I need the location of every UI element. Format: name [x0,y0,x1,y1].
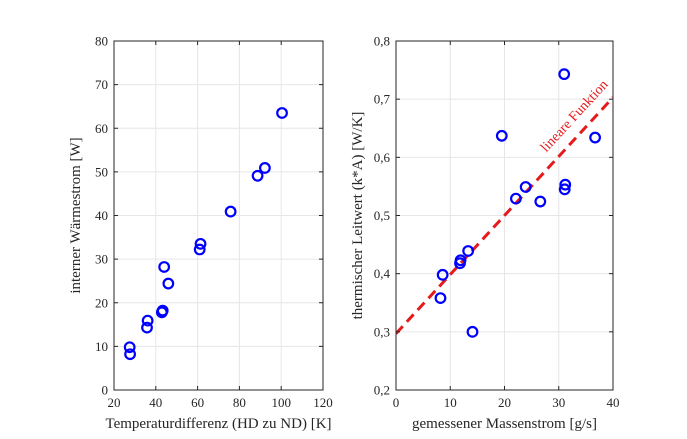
x-tick-label: 0 [393,395,400,410]
grid-left [114,41,323,390]
y-tick-label: 80 [95,34,108,49]
y-tick-label: 0,6 [374,150,391,165]
data-point [251,169,264,182]
y-axis-label-left: interner Wärmestrom [W] [68,137,84,293]
data-point [141,314,154,327]
data-point [124,348,136,361]
points-left [123,107,288,361]
data-point [462,245,475,257]
y-tick-label: 0,2 [374,383,390,398]
y-tick-label: 0,3 [374,324,390,339]
y-tick-label: 60 [95,121,108,136]
x-tick-label: 60 [191,395,204,410]
data-point [158,261,171,273]
ticks-left: 20 40 60 80 100 120 0 10 20 30 40 50 60 70 80 [95,34,333,411]
x-tick-label: 100 [271,395,291,410]
y-tick-label: 70 [95,77,108,92]
data-point [123,341,136,354]
x-tick-label: 120 [313,395,333,410]
x-tick-label: 10 [444,395,457,410]
chart-heat-flow: 20 40 60 80 100 120 0 10 20 30 40 50 60 70 80 Temperat… [68,34,333,433]
grid-right [396,41,613,390]
data-point [466,325,479,338]
data-point [193,243,206,256]
y-tick-label: 20 [95,295,108,310]
chart-conductance: 0 10 20 30 40 0,2 0,3 0,4 0,5 0,6 0,7 0,8 gemessene… [350,34,620,433]
data-point [434,292,447,304]
y-tick-label: 10 [95,339,108,354]
y-axis-label-right: thermischer Leitwert (k*A) [W/K] [350,112,366,320]
x-tick-label: 20 [498,395,511,410]
x-tick-label: 20 [108,395,121,410]
y-tick-label: 0,5 [374,208,390,223]
data-point [534,195,547,208]
trendline [396,96,613,335]
data-point [194,237,207,250]
data-point [224,205,237,218]
data-point [559,178,572,191]
data-point [495,129,508,142]
y-tick-label: 0,7 [374,92,391,107]
data-point [558,68,571,81]
y-tick-label: 0,4 [374,266,391,281]
data-point [141,321,153,334]
x-tick-label: 40 [149,395,162,410]
data-point [276,107,288,119]
y-tick-label: 0 [102,383,109,398]
trend-right [396,96,613,335]
data-point [436,268,449,281]
data-point [156,304,169,317]
y-tick-label: 30 [95,252,108,267]
y-tick-label: 50 [95,164,108,179]
data-point [509,192,522,205]
ticks-right: 0 10 20 30 40 0,2 0,3 0,4 0,5 0,6 0,7 0,8 [374,34,620,411]
data-point [162,277,175,290]
x-axis-label-left: Temperaturdifferenz (HD zu ND) [K] [105,416,331,432]
data-point [589,131,601,144]
data-point [454,254,467,267]
x-tick-label: 40 [607,395,620,410]
y-tick-label: 40 [95,208,108,223]
data-point [519,181,532,193]
x-axis-label-right: gemessener Massenstrom [g/s] [412,416,597,432]
data-point [258,162,271,174]
points-right [434,68,601,338]
x-tick-label: 30 [552,395,565,410]
data-point [558,183,571,196]
trendline-label: lineare Funktion [538,77,611,155]
x-tick-label: 80 [233,395,246,410]
y-tick-label: 0,8 [374,34,390,49]
